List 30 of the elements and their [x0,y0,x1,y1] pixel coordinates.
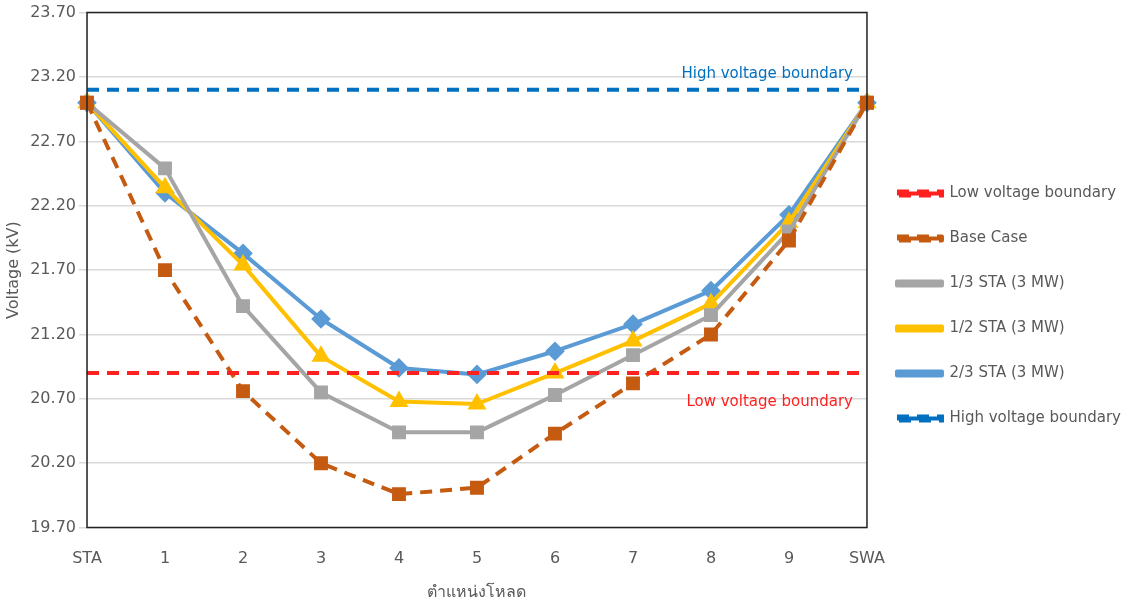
legend-label: 1/2 STA (3 MW) [949,318,1065,337]
text: Low voltage boundary [686,392,853,411]
y-tick-label: 22.70 [30,130,76,150]
y-tick-label: 21.70 [30,259,76,279]
legend-label: 2/3 STA (3 MW) [949,363,1065,382]
text: High voltage boundary [681,64,853,83]
x-tick-label: 7 [627,548,639,568]
legend-label: Base Case [949,228,1028,247]
x-tick-label: STA [72,548,102,568]
y-tick-label: 20.70 [30,388,76,408]
y-tick-label: 23.70 [30,1,76,21]
x-tick-label: 4 [393,548,405,568]
legend-label: High voltage boundary [949,408,1122,427]
y-tick-label: 20.20 [30,452,76,472]
x-tick-label: 1 [159,548,171,568]
y-tick-label: 23.20 [30,66,76,86]
x-tick-label: SWA [848,548,886,568]
x-tick-label: 2 [237,548,249,568]
y-tick-label: 21.20 [30,323,76,343]
legend-label: Low voltage boundary [949,183,1117,202]
x-tick-label: 8 [705,548,717,568]
x-tick-label: 9 [783,548,795,568]
x-tick-label: 6 [549,548,561,568]
y-tick-label: 22.20 [30,194,76,214]
x-tick-label: 3 [315,548,327,568]
legend-label: 1/3 STA (3 MW) [949,273,1065,292]
y-tick-label: 19.70 [30,516,76,536]
x-axis-title: ตำแหน่งโหลด [427,581,527,601]
x-tick-label: 5 [471,548,483,568]
y-axis-title: Voltage (kV) [2,221,22,319]
